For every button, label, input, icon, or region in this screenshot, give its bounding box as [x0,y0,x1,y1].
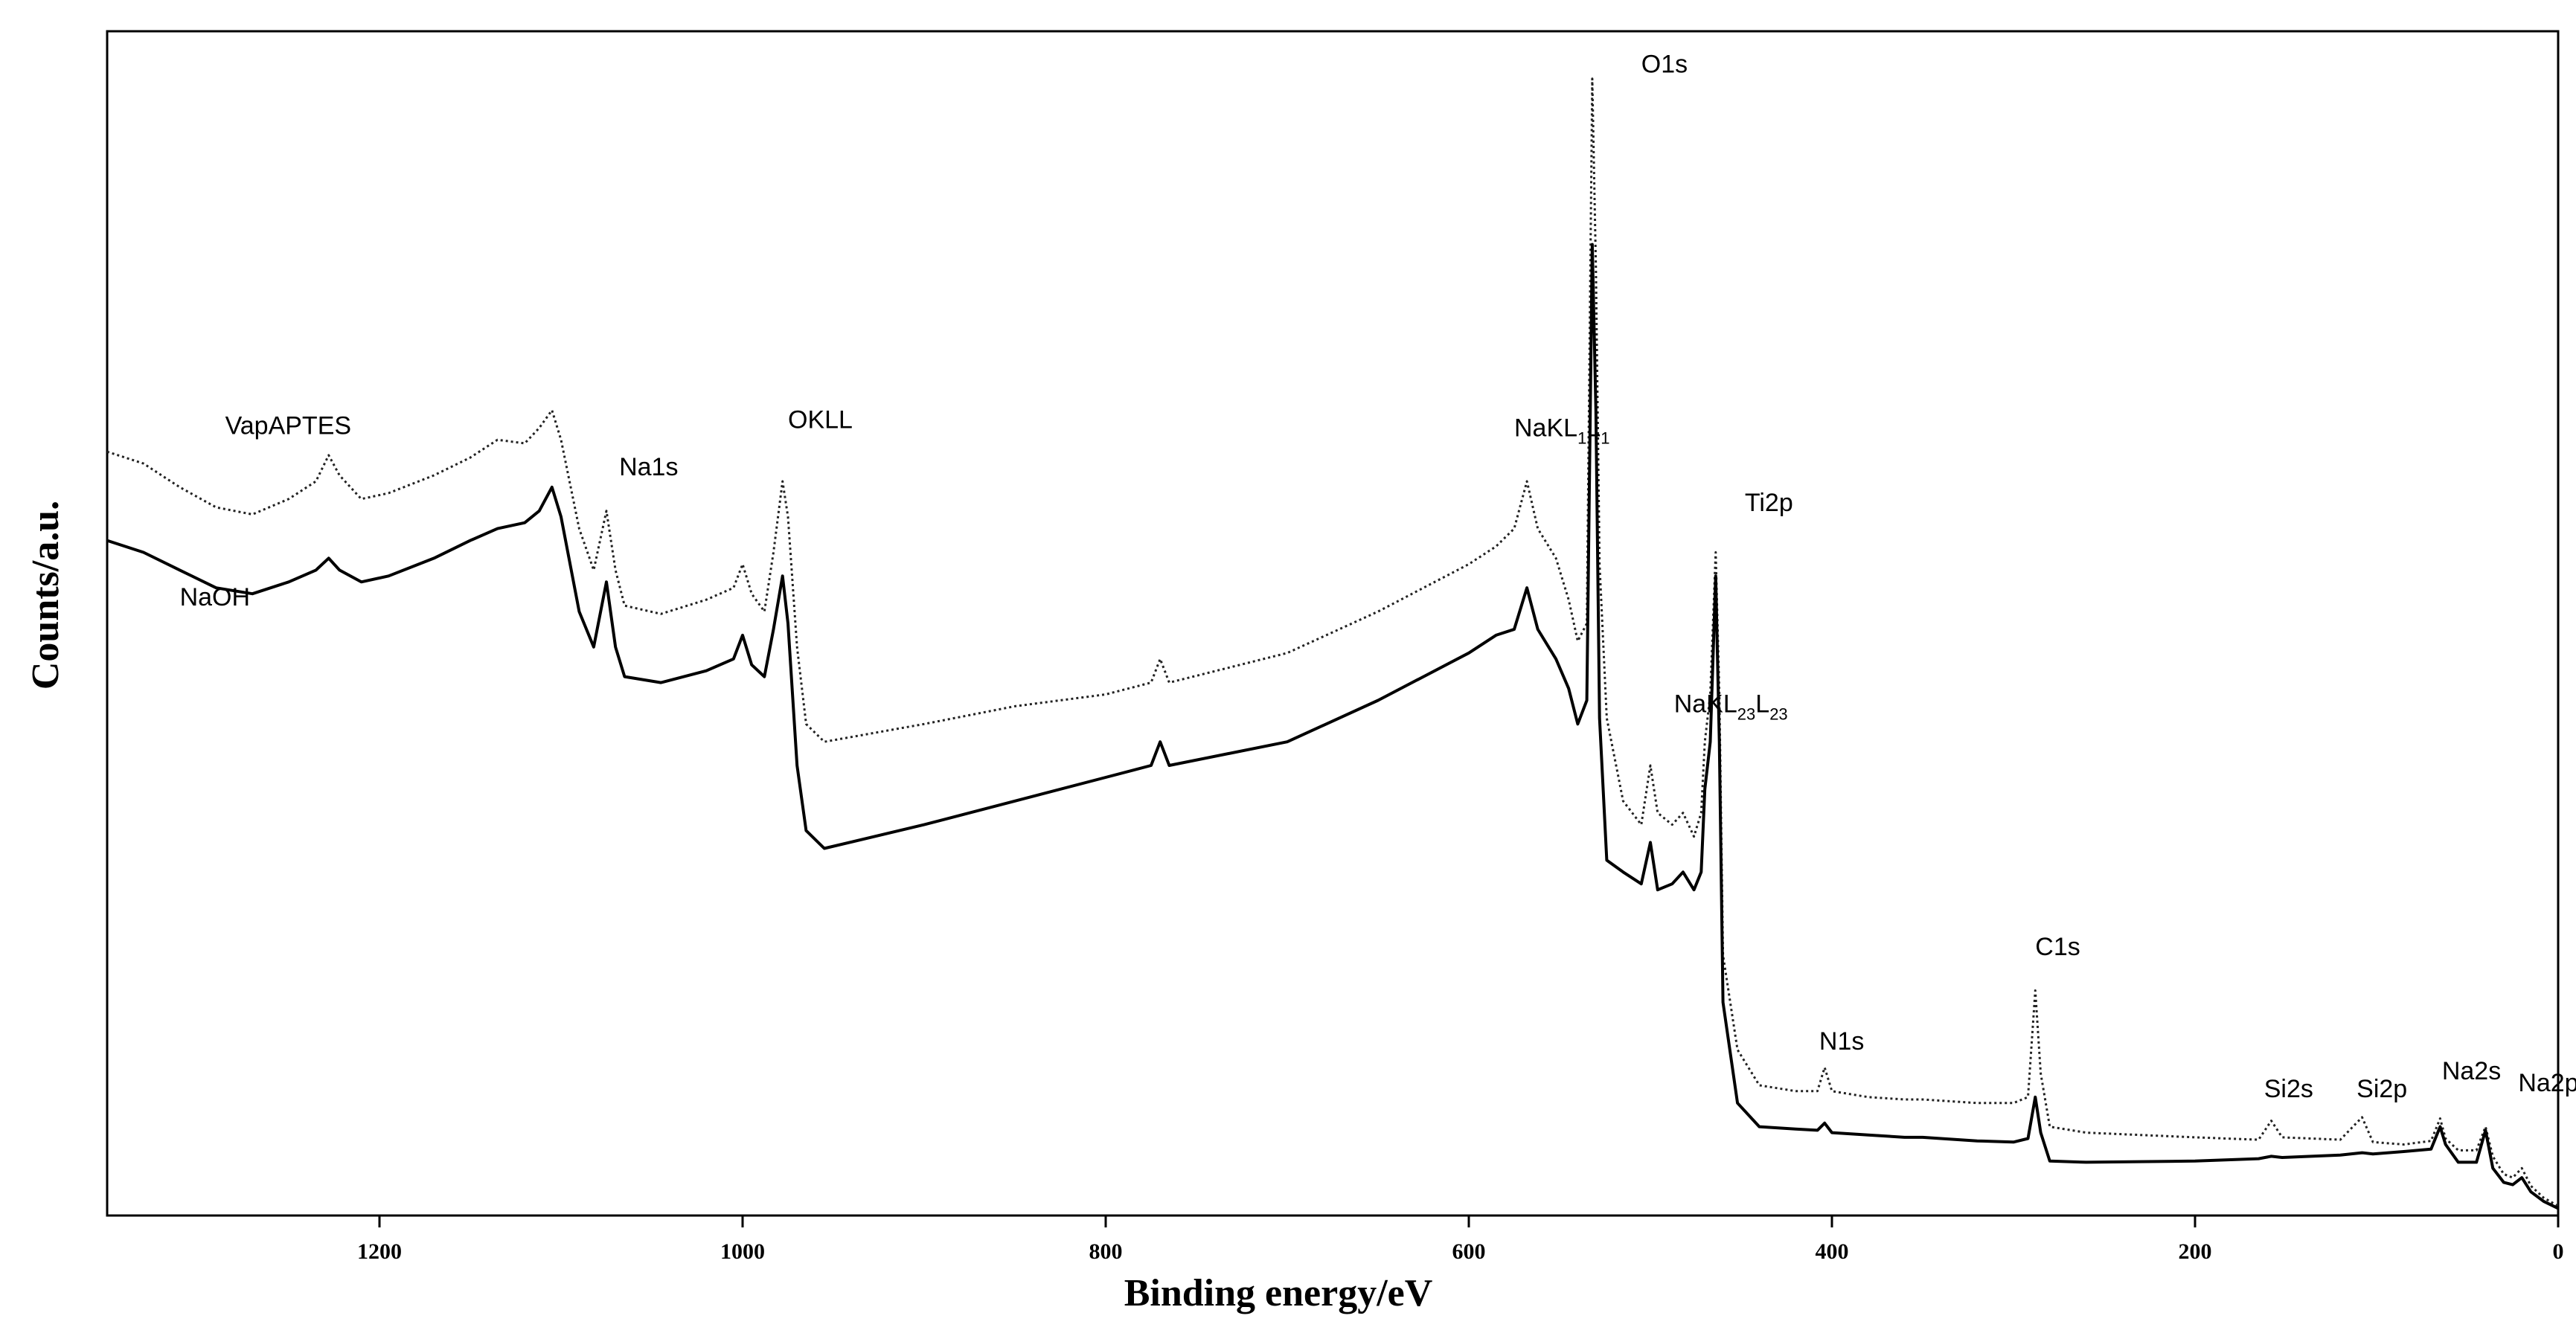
peak-label-si2s: Si2s [2264,1075,2313,1103]
annotation-layer: O1sOKLLNa1sNaKL1L1Ti2pNaKL23L23C1sN1sSi2… [619,51,2576,1103]
x-tick-label: 800 [1089,1239,1123,1264]
peak-label-nakl1l1: NaKL1L1 [1514,414,1609,447]
peak-label-part: N1s [1819,1027,1864,1056]
peak-label-si2p: Si2p [2356,1075,2407,1103]
x-axis-title: Binding energy/eV [1124,1272,1433,1314]
peak-label-part: L [1755,690,1769,718]
peak-label-part: NaKL [1514,414,1577,442]
peak-label-part: Ti2p [1745,489,1793,517]
peak-label-part: 1 [1577,428,1586,447]
peak-label-na2s: Na2s [2442,1057,2501,1085]
series-label-layer: VapAPTES NaOH [180,411,351,611]
peak-label-part: Si2p [2356,1075,2407,1103]
peak-label-part: Na2s [2442,1057,2501,1085]
peak-label-part: C1s [2035,933,2080,961]
series-layer [106,77,2559,1210]
x-tick-label: 600 [1452,1239,1486,1264]
peak-label-part: O1s [1641,51,1688,79]
peak-label-part: Si2s [2264,1075,2313,1103]
peak-label-c1s: C1s [2035,933,2080,961]
peak-label-part: Na2p [2518,1069,2576,1097]
peak-label-ti2p: Ti2p [1745,489,1793,517]
x-tick-label: 1000 [720,1239,765,1264]
peak-label-part: 23 [1769,704,1787,723]
x-axis-tick-labels: 1200 1000 800 600 400 200 0 [357,1239,2564,1264]
peak-label-part: 23 [1737,704,1755,723]
peak-label-part: L [1586,414,1601,442]
peak-label-na2p: Na2p [2518,1069,2576,1097]
series-label-naoh: NaOH [180,583,250,611]
x-tick-label: 400 [1816,1239,1849,1264]
y-axis-title: Counts/a.u. [25,501,67,690]
peak-label-part: NaKL [1674,690,1737,718]
peak-label-part: OKLL [788,405,853,434]
x-axis-ticks [378,1216,2560,1227]
peak-label-n1s: N1s [1819,1027,1864,1056]
x-tick-label: 1200 [357,1239,402,1264]
peak-label-okll: OKLL [788,405,853,434]
peak-label-na1s: Na1s [619,453,678,481]
plot-frame [106,30,2560,1217]
peak-label-part: Na1s [619,453,678,481]
x-tick-label: 0 [2553,1239,2564,1264]
peak-label-part: 1 [1601,428,1609,447]
peak-label-o1s: O1s [1641,51,1688,79]
peak-label-nakl23l23: NaKL23L23 [1674,690,1788,723]
series-line-vapaptes [106,77,2559,1207]
series-label-vapaptes: VapAPTES [225,411,351,440]
x-tick-label: 200 [2179,1239,2212,1264]
series-line-naoh [106,243,2559,1210]
